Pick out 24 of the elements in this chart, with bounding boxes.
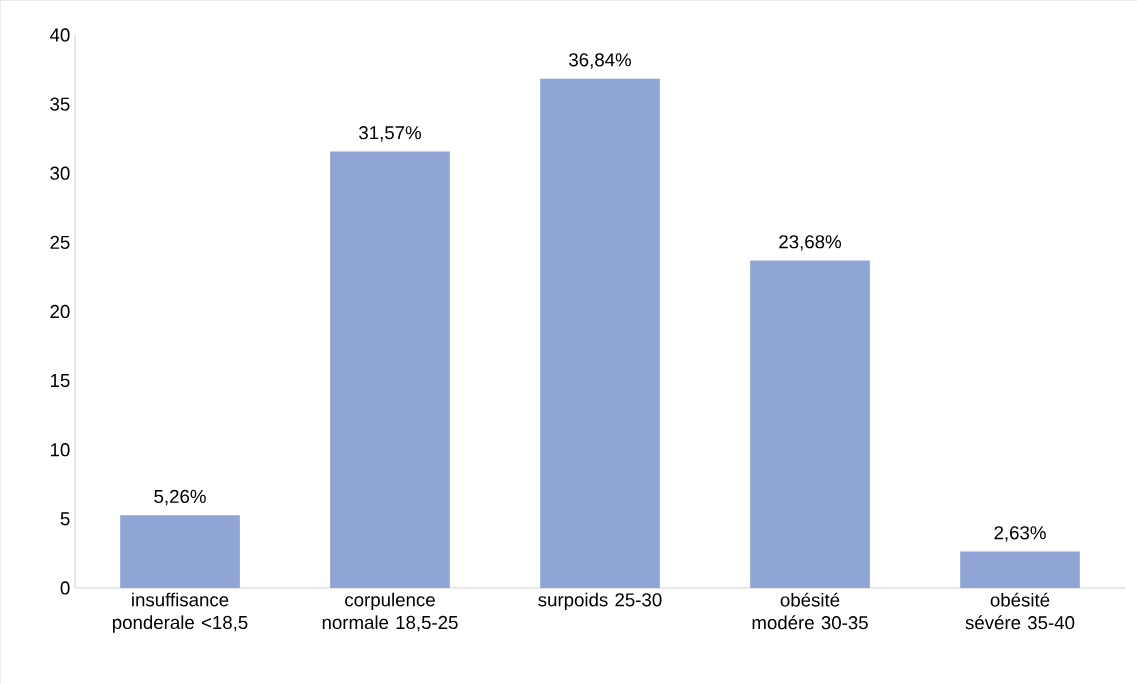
y-tick-label: 40 [49,28,70,42]
data-label: 36,84% [569,53,631,69]
bar [330,151,450,588]
y-tick-label: 10 [50,443,70,457]
x-tick-label: obésité modére 30-35 [752,592,868,630]
y-tick-label: 0 [60,581,70,595]
y-tick-label: 25 [50,235,70,249]
x-tick-label: obésité sévére 35-40 [965,592,1075,630]
y-tick-label: 35 [50,97,70,111]
bar [540,78,660,588]
x-tick-label: corpulence normale 18,5-25 [322,592,458,632]
y-tick-label: 5 [60,512,70,526]
bar [960,551,1080,588]
y-tick-label: 30 [50,166,70,180]
bar [120,515,240,588]
data-label: 23,68% [779,235,841,251]
data-label: 5,26% [154,489,206,506]
data-label: 31,57% [359,126,421,142]
data-label: 2,63% [994,526,1046,542]
x-tick-label: surpoids 25-30 [538,592,662,611]
y-tick-label: 20 [50,304,70,319]
y-tick-label: 15 [50,374,70,388]
bar [750,260,870,588]
x-tick-label: insuffisance ponderale <18,5 [112,592,248,633]
